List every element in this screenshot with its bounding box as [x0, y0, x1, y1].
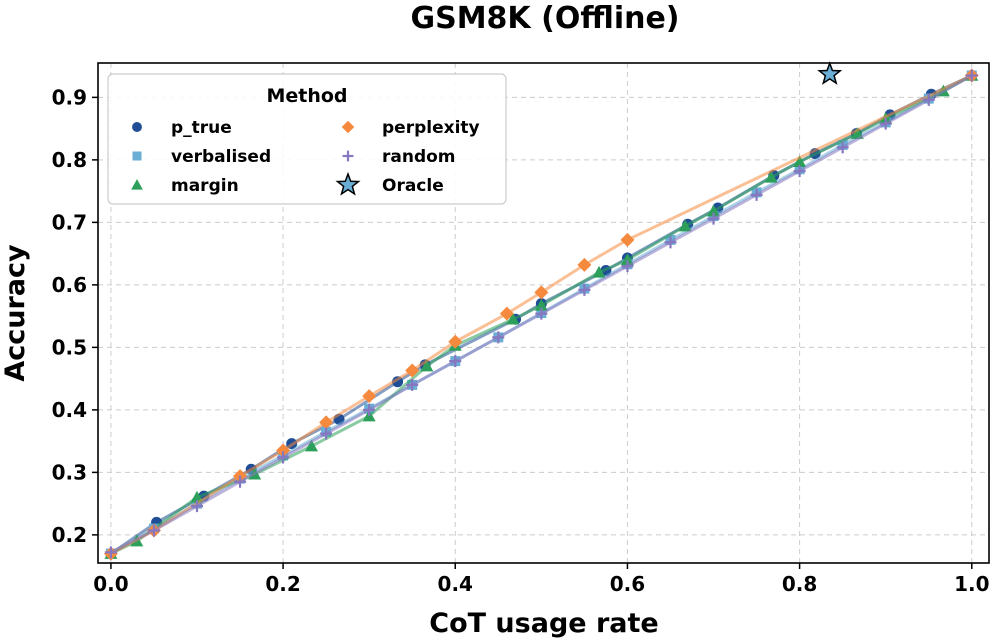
x-tick-label: 0.6: [610, 572, 645, 596]
y-tick-label: 0.6: [52, 273, 87, 297]
data-point-margin: [764, 170, 778, 183]
legend-marker-Oracle: [335, 171, 361, 196]
data-point-random: [578, 283, 591, 296]
oracle-point: [817, 61, 843, 85]
data-point-random: [449, 355, 462, 368]
plot-frame: [97, 62, 990, 564]
data-point-perplexity: [499, 306, 514, 321]
series-layer: [103, 61, 979, 561]
data-point-random: [922, 93, 935, 106]
legend-label-perplexity: perplexity: [382, 118, 480, 138]
data-point-perplexity: [319, 415, 334, 430]
data-point-perplexity: [405, 363, 420, 378]
legend-items: p_true verbalised margin perplexity random Or…: [131, 118, 480, 196]
legend-marker-verbalised: [132, 151, 142, 161]
legend-marker-perplexity: [341, 120, 355, 134]
series-random: [104, 69, 978, 559]
data-point-random: [104, 546, 117, 559]
y-tick-label: 0.8: [52, 148, 87, 172]
legend-label-Oracle: Oracle: [382, 176, 444, 196]
x-tick-label: 0.4: [438, 572, 473, 596]
data-point-random: [363, 403, 376, 416]
y-tick-label: 0.9: [52, 85, 87, 109]
data-point-random: [406, 378, 419, 391]
legend-item-random: random: [342, 147, 456, 167]
data-point-random: [621, 260, 634, 273]
data-point-margin: [678, 219, 692, 232]
data-point-random: [147, 524, 160, 537]
legend-label-p_true: p_true: [171, 118, 232, 138]
data-point-perplexity: [534, 285, 549, 300]
legend-item-margin: margin: [131, 176, 239, 196]
data-point-random: [492, 331, 505, 344]
y-tick-label: 0.3: [52, 460, 87, 484]
data-point-margin: [707, 204, 721, 217]
data-point-margin: [534, 299, 548, 311]
legend-item-verbalised: verbalised: [132, 147, 271, 167]
legend-item-p_true: p_true: [132, 118, 232, 138]
y-axis-label: Accuracy: [0, 244, 31, 382]
data-point-perplexity: [362, 389, 377, 404]
data-point-perplexity: [577, 257, 592, 272]
x-axis-label: CoT usage rate: [429, 608, 659, 639]
data-point-random: [191, 500, 203, 513]
legend-title: Method: [266, 85, 347, 107]
data-point-random: [707, 212, 720, 225]
y-tick-label: 0.5: [52, 335, 87, 359]
legend-marker-p_true: [132, 122, 142, 132]
x-tick-label: 0.2: [265, 572, 300, 596]
data-point-margin: [620, 253, 634, 266]
axis-ticks: 0.0 0.2 0.4 0.6 0.8 1.0 0.2 0.3 0.4 0.5 0.6 0.7 0.8 0…: [52, 85, 990, 596]
data-point-random: [750, 188, 763, 201]
data-point-margin: [793, 155, 807, 167]
legend-box: [107, 73, 507, 205]
chart-title: GSM8K (Offline): [410, 1, 679, 36]
data-point-random: [664, 236, 677, 249]
legend-marker-random: [342, 150, 354, 162]
x-tick-label: 0.0: [93, 572, 128, 596]
data-point-margin: [304, 439, 318, 452]
data-point-random: [234, 475, 247, 488]
data-point-random: [879, 117, 892, 130]
legend-marker-margin: [131, 179, 143, 190]
data-point-random: [836, 141, 849, 154]
data-point-margin: [506, 312, 520, 325]
legend-item-Oracle: Oracle: [335, 171, 444, 196]
data-point-random: [320, 427, 333, 440]
data-point-perplexity: [620, 232, 635, 247]
data-point-margin: [420, 359, 434, 372]
legend: Method p_true verbalised margin perplexity r…: [107, 73, 507, 205]
data-point-random: [965, 69, 978, 82]
x-tick-label: 1.0: [954, 572, 989, 596]
y-tick-label: 0.7: [52, 210, 87, 234]
data-point-random: [793, 165, 806, 178]
data-point-random: [277, 451, 290, 464]
legend-item-perplexity: perplexity: [341, 118, 480, 138]
data-point-perplexity: [448, 334, 463, 349]
x-tick-label: 0.8: [782, 572, 817, 596]
y-tick-label: 0.2: [52, 523, 87, 547]
data-point-random: [535, 307, 548, 320]
legend-label-random: random: [382, 147, 456, 167]
y-tick-label: 0.4: [52, 398, 87, 422]
legend-label-verbalised: verbalised: [171, 147, 271, 167]
legend-label-margin: margin: [171, 176, 239, 196]
data-point-margin: [592, 265, 606, 278]
